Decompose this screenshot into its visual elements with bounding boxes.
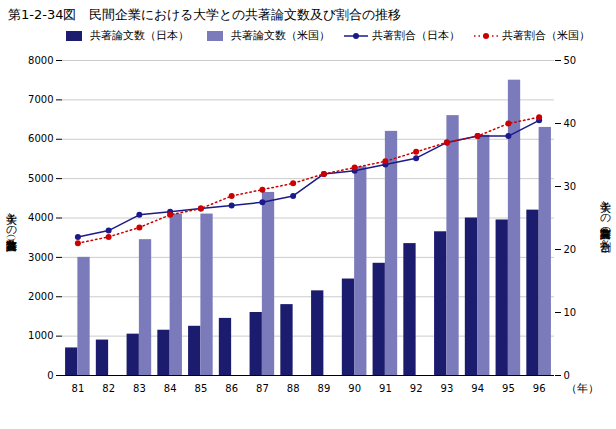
svg-text:6000: 6000: [28, 133, 53, 144]
svg-text:88: 88: [287, 383, 300, 394]
svg-text:89: 89: [318, 383, 331, 394]
html-text:大学との共著論文数の割合（％）: 大学との共著論文数の割合（％）: [599, 192, 612, 243]
svg-text:4000: 4000: [28, 212, 53, 223]
svg-text:84: 84: [164, 383, 177, 394]
svg-text:85: 85: [195, 383, 208, 394]
svg-text:50: 50: [564, 55, 577, 66]
svg-text:87: 87: [256, 383, 269, 394]
svg-text:90: 90: [348, 383, 361, 394]
svg-text:0: 0: [47, 370, 53, 381]
svg-text:10: 10: [564, 307, 577, 318]
svg-text:1000: 1000: [28, 330, 53, 341]
svg-text:93: 93: [441, 383, 454, 394]
svg-text:83: 83: [133, 383, 146, 394]
svg-text:95: 95: [502, 383, 515, 394]
svg-text:92: 92: [410, 383, 423, 394]
svg-text:2000: 2000: [28, 291, 53, 302]
html-text:共著論文数（日本）: 共著論文数（日本）: [90, 29, 189, 42]
svg-text:81: 81: [72, 383, 85, 394]
svg-text:30: 30: [564, 181, 577, 192]
svg-text:20: 20: [564, 244, 577, 255]
svg-text:3000: 3000: [28, 252, 53, 263]
svg-text:0: 0: [564, 370, 570, 381]
html-text:（年）: （年）: [566, 382, 599, 395]
svg-text:94: 94: [471, 383, 484, 394]
html-text:大学との共著論文数（件数）: 大学との共著論文数（件数）: [5, 204, 18, 231]
html-text:第1-2-34図 民間企業における大学との共著論文数及び割合: 第1-2-34図 民間企業における大学との共著論文数及び割合の推移: [8, 7, 402, 22]
html-text:共著割合（米国）: 共著割合（米国）: [502, 29, 590, 42]
html-text:共著論文数（米国）: 共著論文数（米国）: [231, 29, 330, 42]
svg-text:91: 91: [379, 383, 392, 394]
svg-text:8000: 8000: [28, 55, 53, 66]
html-text:共著割合（日本）: 共著割合（日本）: [372, 29, 460, 42]
svg-text:86: 86: [225, 383, 238, 394]
svg-text:7000: 7000: [28, 94, 53, 105]
svg-text:5000: 5000: [28, 173, 53, 184]
svg-text:82: 82: [102, 383, 115, 394]
svg-text:40: 40: [564, 118, 577, 129]
svg-text:96: 96: [533, 383, 546, 394]
